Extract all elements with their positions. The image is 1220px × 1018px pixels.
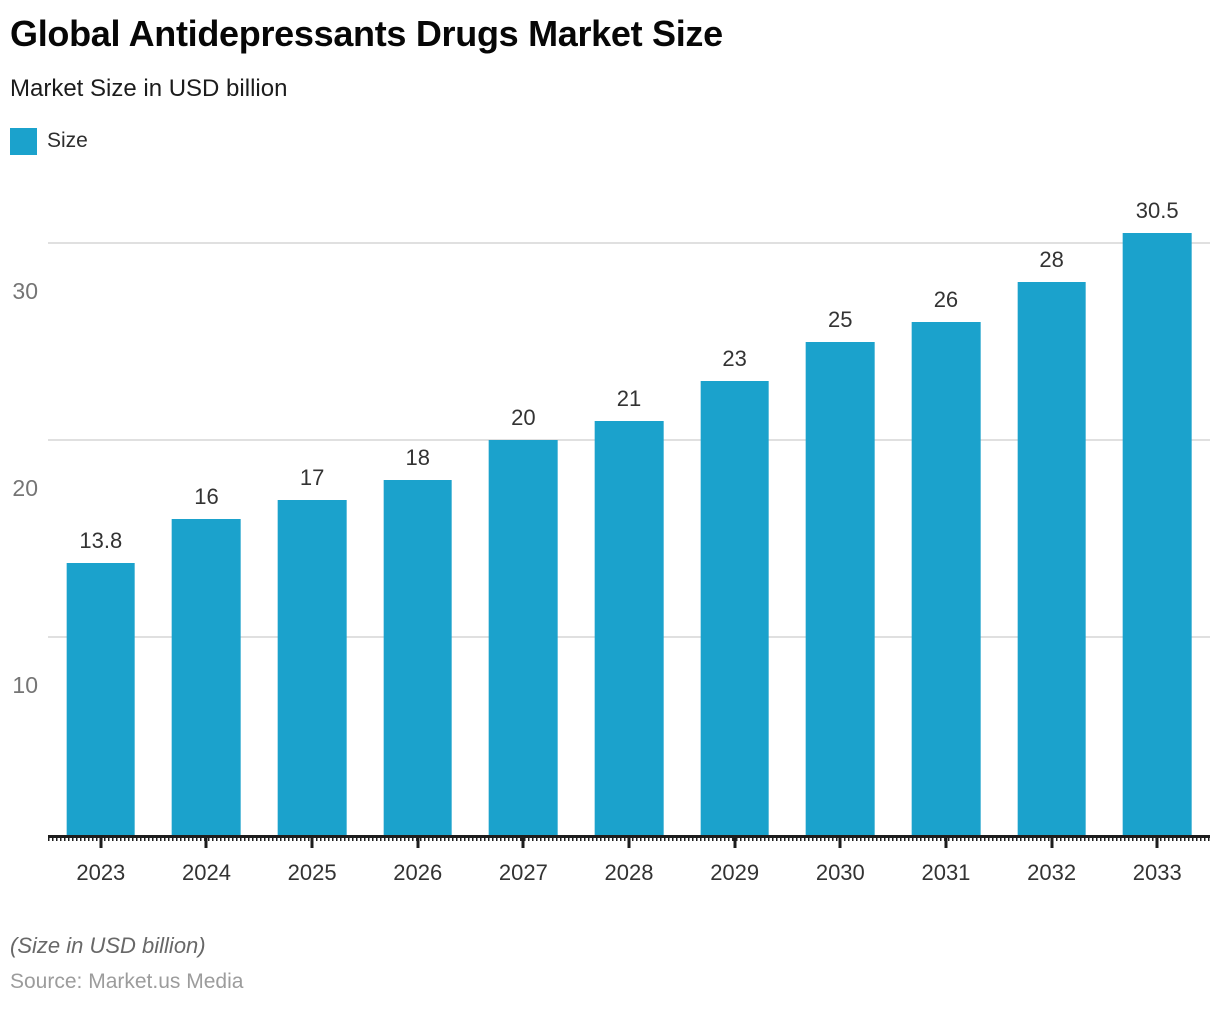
bar-2031[interactable] bbox=[911, 321, 981, 835]
x-axis: 2023 2024 2025 2026 2027 2028 2029 2030 2031 2032… bbox=[48, 838, 1210, 886]
plot-area: 13.8 16 17 18 20 21 23 25 26 28 30.5 bbox=[48, 185, 1210, 848]
bar-value-label: 26 bbox=[933, 286, 959, 312]
bar-band: 17 bbox=[259, 185, 365, 848]
bar-band: 21 bbox=[576, 185, 682, 848]
bar-2023[interactable] bbox=[66, 562, 136, 835]
x-axis-label: 2033 bbox=[1132, 859, 1182, 885]
bar-2025[interactable] bbox=[277, 499, 347, 835]
x-axis-tick bbox=[416, 837, 420, 848]
bar-band: 30.5 bbox=[1104, 185, 1210, 848]
x-axis-tick bbox=[1155, 837, 1159, 848]
x-axis-label: 2023 bbox=[76, 859, 126, 885]
x-axis-tick bbox=[521, 837, 525, 848]
legend-item-size[interactable]: Size bbox=[10, 127, 88, 155]
bar-2028[interactable] bbox=[594, 420, 664, 835]
x-axis-label: 2026 bbox=[393, 859, 443, 885]
bar-band: 13.8 bbox=[48, 185, 154, 848]
bar-value-label: 30.5 bbox=[1135, 197, 1179, 223]
x-axis-label: 2032 bbox=[1027, 859, 1077, 885]
x-axis-label: 2028 bbox=[604, 859, 654, 885]
bar-value-label: 17 bbox=[299, 464, 325, 490]
gridline bbox=[48, 241, 1210, 244]
bar-band: 16 bbox=[154, 185, 260, 848]
chart-subtitle: Market Size in USD billion bbox=[10, 74, 288, 102]
bar-band: 28 bbox=[999, 185, 1105, 848]
bar-value-label: 13.8 bbox=[79, 527, 123, 553]
bar-value-label: 23 bbox=[722, 345, 747, 371]
bar-value-label: 20 bbox=[511, 404, 536, 430]
chart-title: Global Antidepressants Drugs Market Size bbox=[10, 13, 723, 54]
bar-band: 20 bbox=[471, 185, 577, 848]
x-axis-tick bbox=[838, 837, 842, 848]
y-axis: 10 20 30 bbox=[0, 185, 42, 886]
x-axis-tick bbox=[733, 837, 737, 848]
bar-band: 25 bbox=[787, 185, 893, 848]
x-axis-tick bbox=[204, 837, 208, 848]
bar-2024[interactable] bbox=[172, 518, 241, 835]
x-axis-tick bbox=[1050, 837, 1054, 848]
x-axis-tick bbox=[310, 837, 314, 848]
y-tick-label: 20 bbox=[12, 474, 38, 501]
legend-color-swatch-icon bbox=[10, 127, 37, 155]
bar-2027[interactable] bbox=[489, 439, 558, 835]
bands: 13.8 16 17 18 20 21 23 25 26 28 30.5 bbox=[48, 185, 1210, 848]
bar-band: 26 bbox=[893, 185, 999, 848]
bar-2030[interactable] bbox=[805, 341, 875, 835]
x-axis-label: 2025 bbox=[287, 859, 337, 885]
bar-2032[interactable] bbox=[1017, 281, 1086, 835]
bar-band: 23 bbox=[682, 185, 788, 848]
bar-2026[interactable] bbox=[383, 479, 453, 835]
bar-value-label: 25 bbox=[828, 306, 853, 332]
x-axis-tick bbox=[627, 837, 631, 848]
bar-value-label: 18 bbox=[405, 444, 430, 470]
bar-2033[interactable] bbox=[1122, 232, 1192, 835]
x-axis-label: 2030 bbox=[815, 859, 865, 885]
bar-chart: 10 20 30 13.8 16 17 18 20 21 23 25 26 28 30.5 2023 20… bbox=[0, 185, 1220, 886]
chart-page: Global Antidepressants Drugs Market Size… bbox=[0, 14, 1220, 1018]
bar-band: 18 bbox=[365, 185, 471, 848]
y-tick-label: 10 bbox=[12, 672, 38, 699]
bar-value-label: 16 bbox=[194, 483, 219, 509]
bar-2029[interactable] bbox=[700, 380, 769, 835]
x-axis-label: 2031 bbox=[921, 859, 971, 885]
x-axis-tick bbox=[99, 837, 103, 848]
x-axis-label: 2029 bbox=[710, 859, 760, 885]
source-credit: Source: Market.us Media bbox=[10, 969, 244, 993]
footnote: (Size in USD billion) bbox=[10, 932, 206, 958]
x-axis-label: 2024 bbox=[181, 859, 231, 885]
x-axis-tick bbox=[944, 837, 948, 848]
legend-label: Size bbox=[47, 129, 88, 153]
bar-value-label: 28 bbox=[1039, 246, 1064, 272]
y-tick-label: 30 bbox=[12, 277, 38, 304]
bar-value-label: 21 bbox=[616, 385, 642, 411]
x-axis-label: 2027 bbox=[498, 859, 548, 885]
